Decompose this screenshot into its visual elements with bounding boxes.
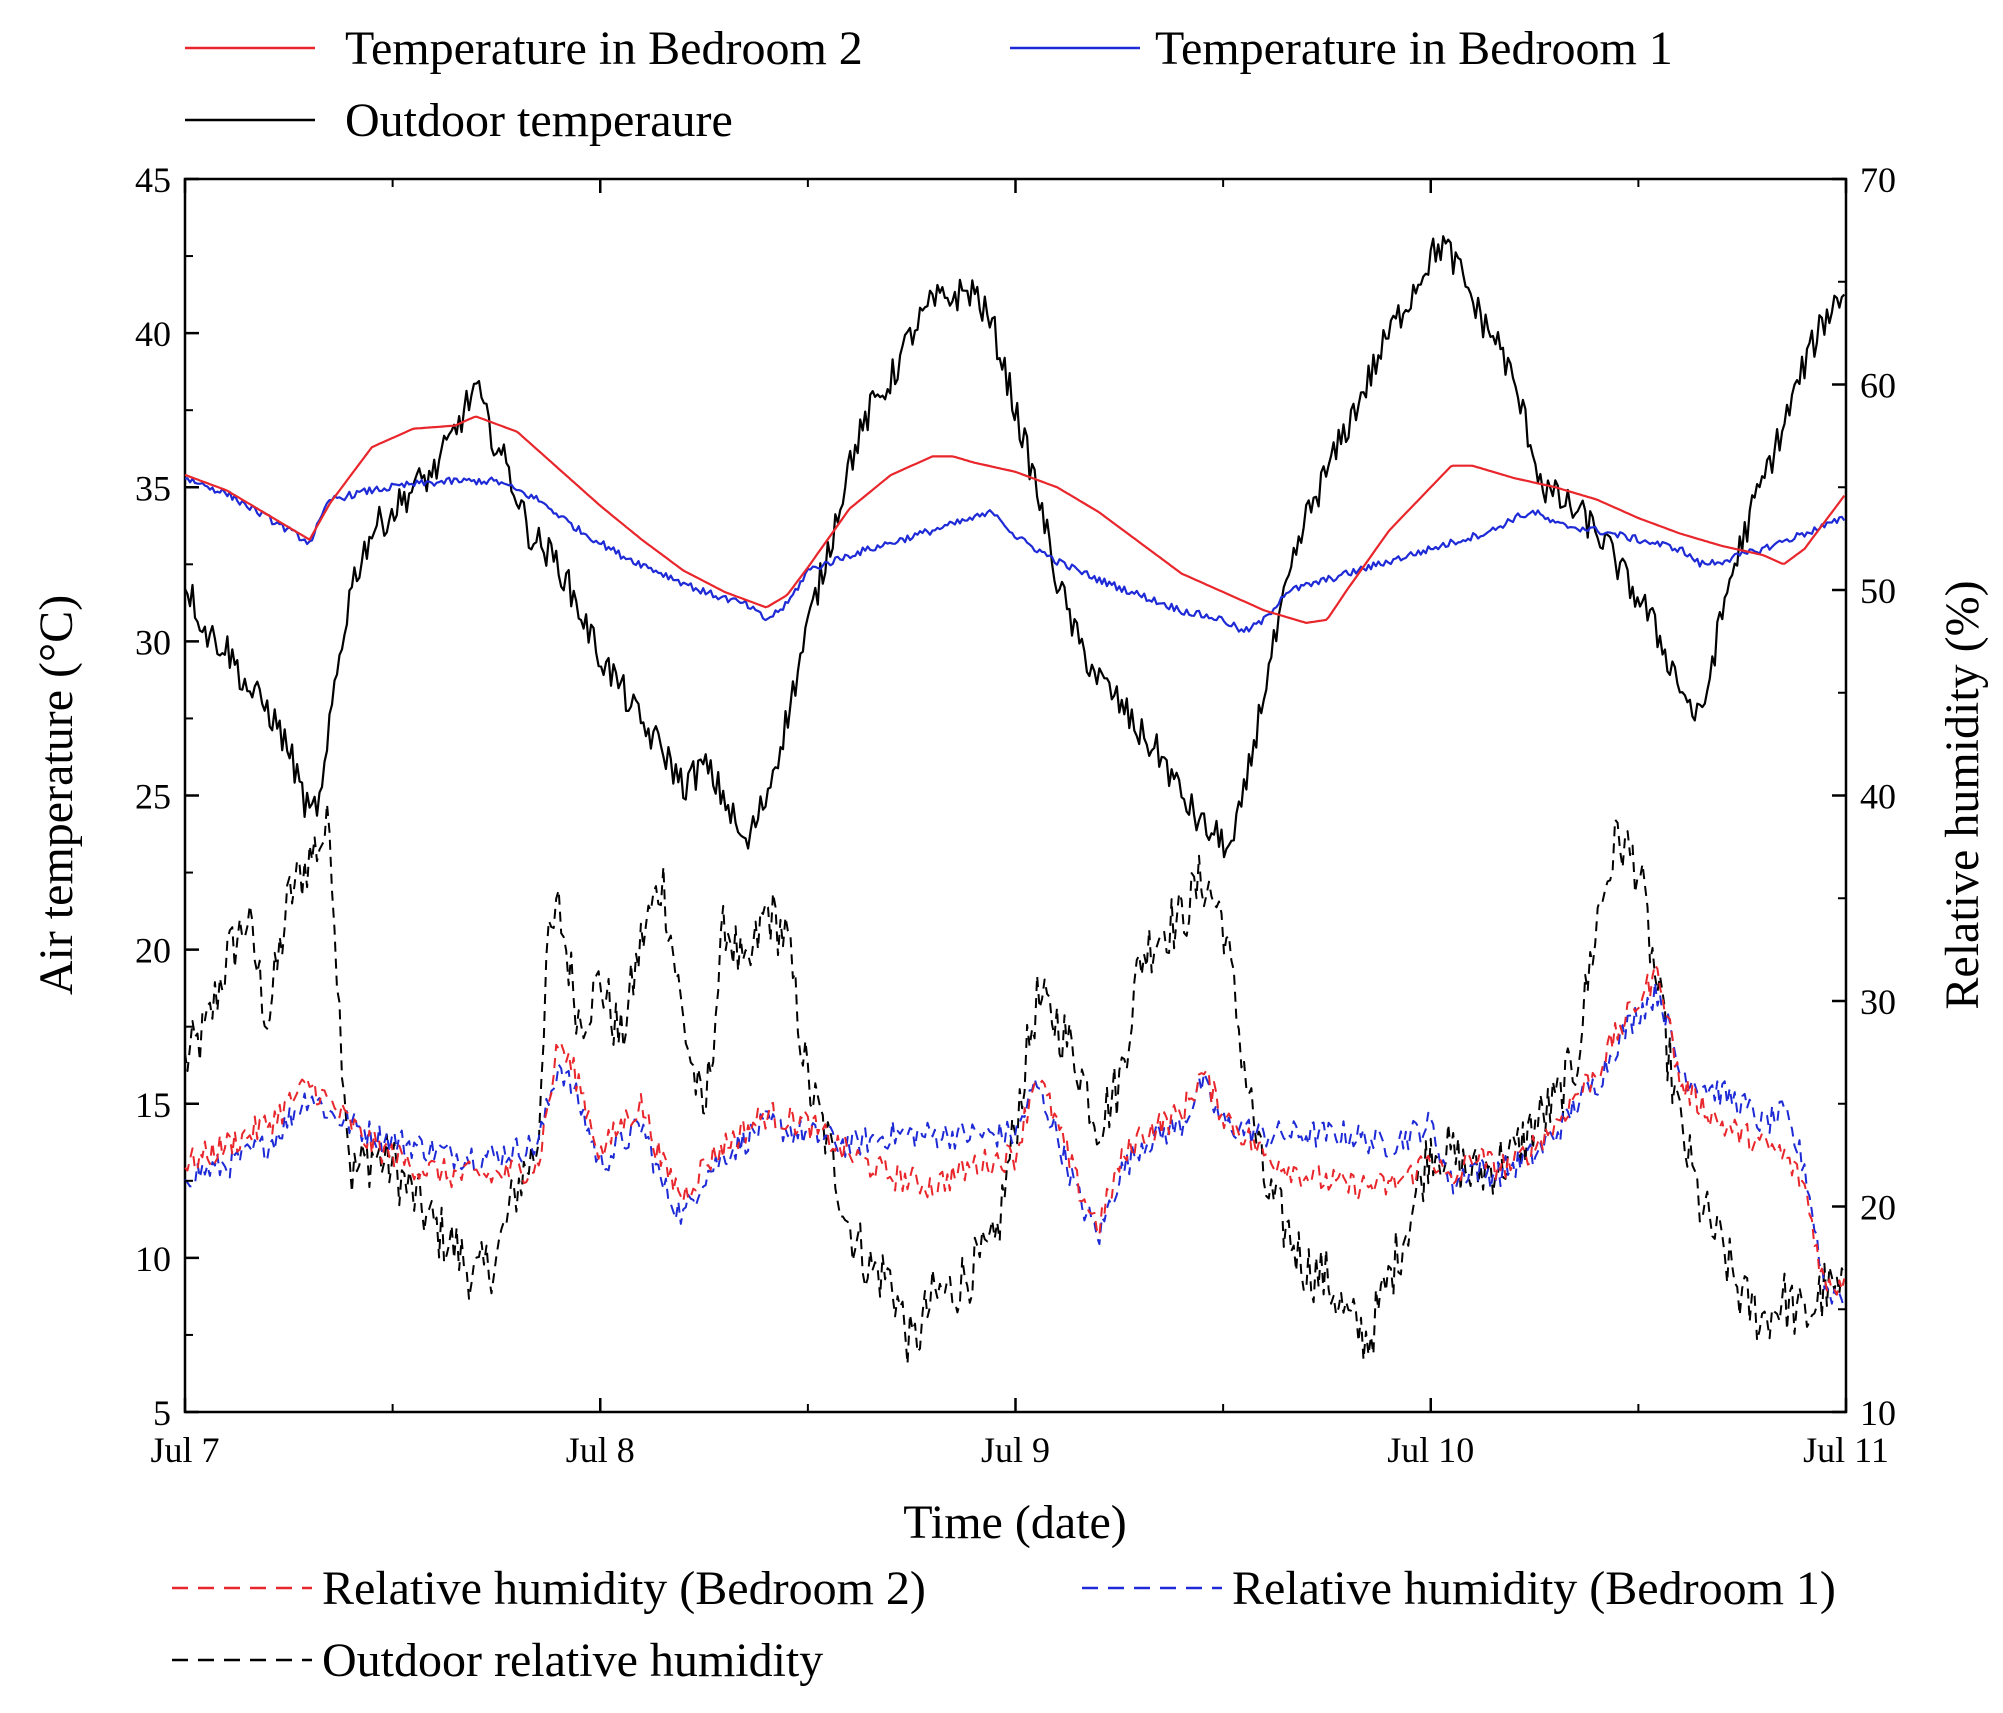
plot-area [183,177,1848,1414]
x-tick-label: Jul 8 [566,1430,635,1470]
legend-entry-bed1-temp: Temperature in Bedroom 1 [1010,22,1673,75]
y-right-tick-label: 10 [1860,1393,1896,1433]
legend-entry-bed1-rh: Relative humidity (Bedroom 1) [1082,1562,1836,1615]
y-left-tick-label: 25 [135,777,171,817]
y-right-tick-label: 50 [1860,571,1896,611]
x-tick-label: Jul 9 [981,1430,1050,1470]
legend-entry-bed2-rh: Relative humidity (Bedroom 2) [172,1562,926,1615]
legend-label-bed1-temp: Temperature in Bedroom 1 [1155,22,1673,75]
series-out-temp [184,235,1846,859]
tick-labels-layer: Jul 7 Jul 8 Jul 9 Jul 10 Jul 11 5 10 15 20 25 30 35… [135,160,1896,1470]
legend-entry-out-rh: Outdoor relative humidity [172,1634,823,1687]
series-out-rh [184,802,1846,1366]
legend-label-out-temp: Outdoor temperaure [345,94,733,147]
y-axis-right-title: Relative humidity (%) [1936,580,1989,1009]
y-left-tick-label: 10 [135,1239,171,1279]
y-left-tick-label: 30 [135,622,171,662]
y-left-tick-label: 5 [153,1393,171,1433]
legend-top: Temperature in Bedroom 2 Temperature in … [185,22,1673,147]
series-bed2-rh [184,963,1846,1296]
legend-entry-out-temp: Outdoor temperaure [185,94,733,147]
y-axis-left-title: Air temperature (°C) [30,595,83,995]
series-bed1-rh [184,981,1846,1310]
y-left-tick-label: 45 [135,160,171,200]
y-left-tick-label: 40 [135,314,171,354]
x-axis-title: Time (date) [903,1496,1127,1549]
y-right-tick-label: 60 [1860,366,1896,406]
x-tick-label: Jul 7 [150,1430,219,1470]
series-layer [184,235,1846,1366]
x-tick-label: Jul 11 [1803,1430,1889,1470]
ticks-layer [183,177,1848,1414]
y-right-tick-label: 20 [1860,1188,1896,1228]
legend-label-out-rh: Outdoor relative humidity [322,1634,823,1687]
x-tick-label: Jul 10 [1387,1430,1474,1470]
y-right-tick-label: 70 [1860,160,1896,200]
y-left-tick-label: 35 [135,468,171,508]
y-left-tick-label: 15 [135,1085,171,1125]
y-right-tick-label: 30 [1860,982,1896,1022]
y-right-tick-label: 40 [1860,777,1896,817]
series-bed2-temp [184,415,1846,624]
y-left-tick-label: 20 [135,931,171,971]
series-bed1-temp [184,476,1846,633]
legend-entry-bed2-temp: Temperature in Bedroom 2 [185,22,863,75]
legend-label-bed2-temp: Temperature in Bedroom 2 [345,22,863,75]
legend-bottom: Relative humidity (Bedroom 2) Relative h… [172,1562,1836,1687]
legend-label-bed2-rh: Relative humidity (Bedroom 2) [322,1562,926,1615]
plot-frame [183,177,1848,1414]
legend-label-bed1-rh: Relative humidity (Bedroom 1) [1232,1562,1836,1615]
